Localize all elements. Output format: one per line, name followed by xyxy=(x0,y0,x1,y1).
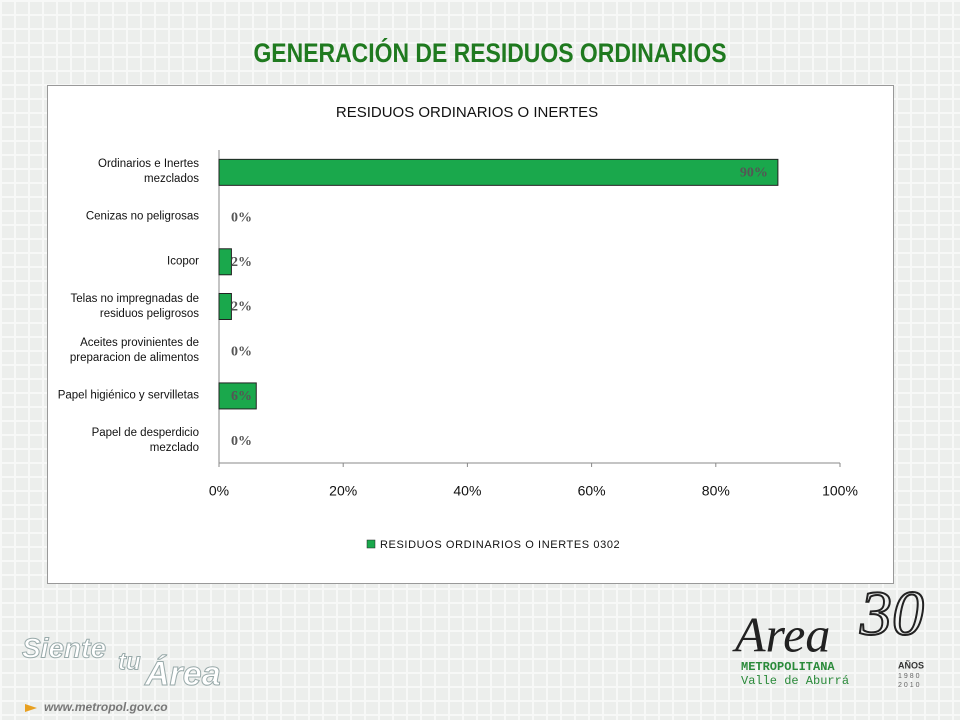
x-tick-label: 60% xyxy=(578,483,606,499)
value-label: 0% xyxy=(231,210,252,225)
bar xyxy=(218,158,779,186)
logo: Area 30 METROPOLITANA Valle de Aburrá AÑ… xyxy=(732,577,925,689)
footer-arrow xyxy=(25,704,37,712)
bar xyxy=(218,293,232,320)
footer-url: www.metropol.gov.co xyxy=(44,700,168,714)
x-tick-label: 100% xyxy=(822,483,858,499)
footer-siente: Siente xyxy=(22,632,106,663)
slide-title: GENERACIÓN DE RESIDUOS ORDINARIOS xyxy=(253,38,727,68)
category-label: Telas no impregnadas de residuos peligro… xyxy=(70,292,200,320)
value-label: 0% xyxy=(231,344,252,359)
bar xyxy=(218,248,232,276)
logo-valle: Valle de Aburrá xyxy=(741,674,849,688)
category-label: Cenizas no peligrosas xyxy=(85,210,199,223)
footer-area: Área xyxy=(144,655,221,693)
category-label: Papel higiénico y servilletas xyxy=(57,389,199,402)
x-tick-label: 40% xyxy=(453,483,481,499)
category-label: Papel de desperdicio mezclado xyxy=(91,426,199,454)
logo-year1: 1980 xyxy=(898,673,922,680)
legend-label: RESIDUOS ORDINARIOS O INERTES 0302 xyxy=(380,539,620,551)
footer: Siente tu Área www.metropol.gov.co xyxy=(22,632,222,714)
category-label: Ordinarios e Inertes mezclados xyxy=(98,158,199,186)
logo-30: 30 xyxy=(859,578,924,649)
logo-anos: AÑOS xyxy=(898,660,924,670)
value-label: 90% xyxy=(740,166,768,181)
x-tick-label: 20% xyxy=(329,483,357,499)
value-label: 0% xyxy=(231,434,252,449)
logo-metropolitana: METROPOLITANA xyxy=(741,660,835,674)
value-label: 2% xyxy=(231,255,252,270)
legend-swatch xyxy=(366,539,376,549)
logo-year2: 2010 xyxy=(898,682,922,689)
value-label: 2% xyxy=(231,300,252,315)
chart-title: RESIDUOS ORDINARIOS O INERTES xyxy=(336,104,598,121)
footer-tu: tu xyxy=(118,648,141,675)
bar xyxy=(218,382,257,410)
value-label: 6% xyxy=(231,389,252,404)
logo-area: Area xyxy=(732,606,830,662)
category-label: Aceites provinientes de preparacion de a… xyxy=(69,337,199,365)
x-tick-label: 80% xyxy=(702,483,730,499)
category-label: Icopor xyxy=(167,255,199,268)
x-tick-label: 0% xyxy=(209,483,229,499)
